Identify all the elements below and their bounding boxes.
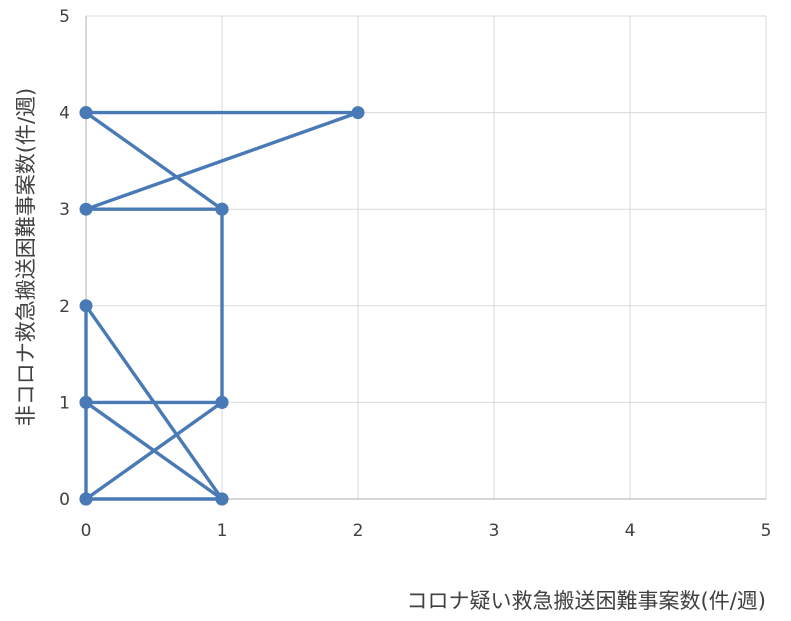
y-tick-label: 2 (59, 297, 70, 317)
y-tick-label: 3 (59, 200, 70, 220)
y-tick-label: 5 (59, 7, 70, 27)
data-point (79, 395, 93, 409)
data-point (79, 299, 93, 313)
x-axis-title: コロナ疑い救急搬送困難事案数(件/週) (407, 589, 766, 613)
x-tick-label: 2 (353, 521, 364, 541)
data-point (79, 492, 93, 506)
x-tick-label: 1 (217, 521, 228, 541)
x-tick-labels: 0 1 2 3 4 5 (81, 521, 772, 541)
x-tick-label: 0 (81, 521, 92, 541)
y-tick-label: 0 (59, 490, 70, 510)
data-point (215, 492, 229, 506)
data-points (79, 106, 365, 506)
data-point (215, 395, 229, 409)
y-tick-labels: 0 1 2 3 4 5 (59, 7, 70, 510)
x-tick-label: 5 (761, 521, 772, 541)
y-axis-title: 非コロナ救急搬送困難事案数(件/週) (14, 88, 38, 426)
data-point (215, 202, 229, 216)
y-tick-label: 4 (59, 104, 70, 124)
x-tick-label: 3 (489, 521, 500, 541)
x-tick-label: 4 (625, 521, 636, 541)
data-point (79, 202, 93, 216)
y-tick-label: 1 (59, 393, 70, 413)
data-point (79, 106, 93, 120)
data-point (351, 106, 365, 120)
